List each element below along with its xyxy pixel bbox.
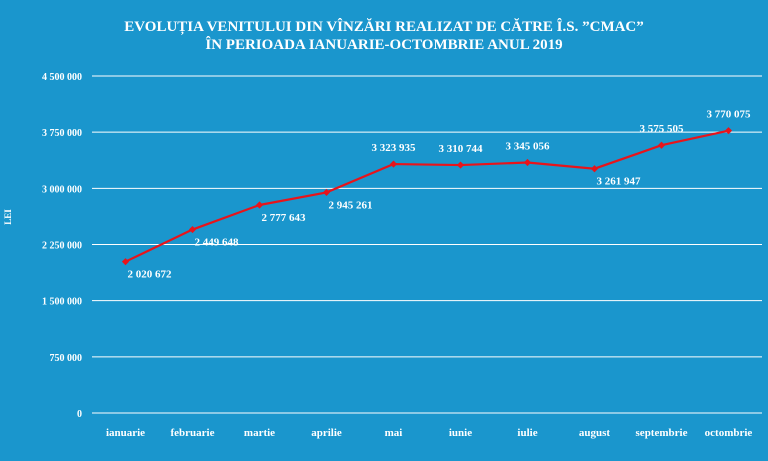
data-point xyxy=(255,201,264,209)
y-tick-label: 4 500 000 xyxy=(42,72,82,83)
data-point xyxy=(121,258,130,266)
y-tick-label: 3 000 000 xyxy=(42,184,82,195)
x-axis-ticks: ianuarie februarie martie aprilie mai iunie iu… xyxy=(106,427,752,439)
x-tick-label: octombrie xyxy=(705,427,753,439)
data-label: 2 020 672 xyxy=(128,269,173,281)
data-point xyxy=(188,225,197,234)
data-label: 3 345 056 xyxy=(506,140,551,152)
data-point xyxy=(456,161,465,169)
data-labels: 2 020 672 2 449 648 2 777 643 2 945 261 3 32… xyxy=(128,109,752,281)
data-point xyxy=(590,165,599,173)
x-tick-label: iulie xyxy=(517,427,537,439)
data-point xyxy=(389,160,398,168)
gridlines xyxy=(92,75,762,414)
y-axis-label: LEI xyxy=(3,209,13,225)
y-tick-label: 0 xyxy=(77,409,82,420)
data-label: 3 261 947 xyxy=(597,176,642,188)
x-tick-label: ianuarie xyxy=(106,427,145,439)
chart-title: EVOLUȚIA VENITULUI DIN VÎNZĂRI REALIZAT … xyxy=(124,18,644,53)
data-label: 2 449 648 xyxy=(195,237,240,249)
chart-title-line-2: ÎN PERIOADA IANUARIE-OCTOMBRIE ANUL 2019 xyxy=(205,36,562,53)
data-label: 3 310 744 xyxy=(439,143,484,155)
x-tick-label: mai xyxy=(385,427,403,439)
series-line xyxy=(125,129,729,263)
x-tick-label: aprilie xyxy=(311,427,342,439)
data-point xyxy=(322,188,331,197)
data-label: 2 945 261 xyxy=(329,199,373,211)
series-revenue xyxy=(121,127,733,266)
y-tick-label: 750 000 xyxy=(50,353,83,364)
data-point xyxy=(724,127,733,135)
x-tick-label: iunie xyxy=(449,427,472,439)
data-label: 3 770 075 xyxy=(707,109,752,121)
x-tick-label: februarie xyxy=(171,427,215,439)
y-tick-label: 1 500 000 xyxy=(42,297,82,308)
y-tick-label: 2 250 000 xyxy=(42,241,82,252)
x-tick-label: martie xyxy=(244,427,275,439)
y-tick-label: 3 750 000 xyxy=(42,128,82,139)
data-point xyxy=(657,141,666,149)
data-label: 3 323 935 xyxy=(372,142,417,154)
chart-title-line-1: EVOLUȚIA VENITULUI DIN VÎNZĂRI REALIZAT … xyxy=(124,18,644,35)
x-tick-label: septembrie xyxy=(636,427,688,439)
x-tick-label: august xyxy=(579,427,611,439)
y-axis-ticks: 0 750 000 1 500 000 2 250 000 3 000 000 3 750… xyxy=(42,72,82,420)
data-point xyxy=(523,158,532,167)
data-label: 3 575 505 xyxy=(640,123,685,135)
data-label: 2 777 643 xyxy=(262,212,307,224)
